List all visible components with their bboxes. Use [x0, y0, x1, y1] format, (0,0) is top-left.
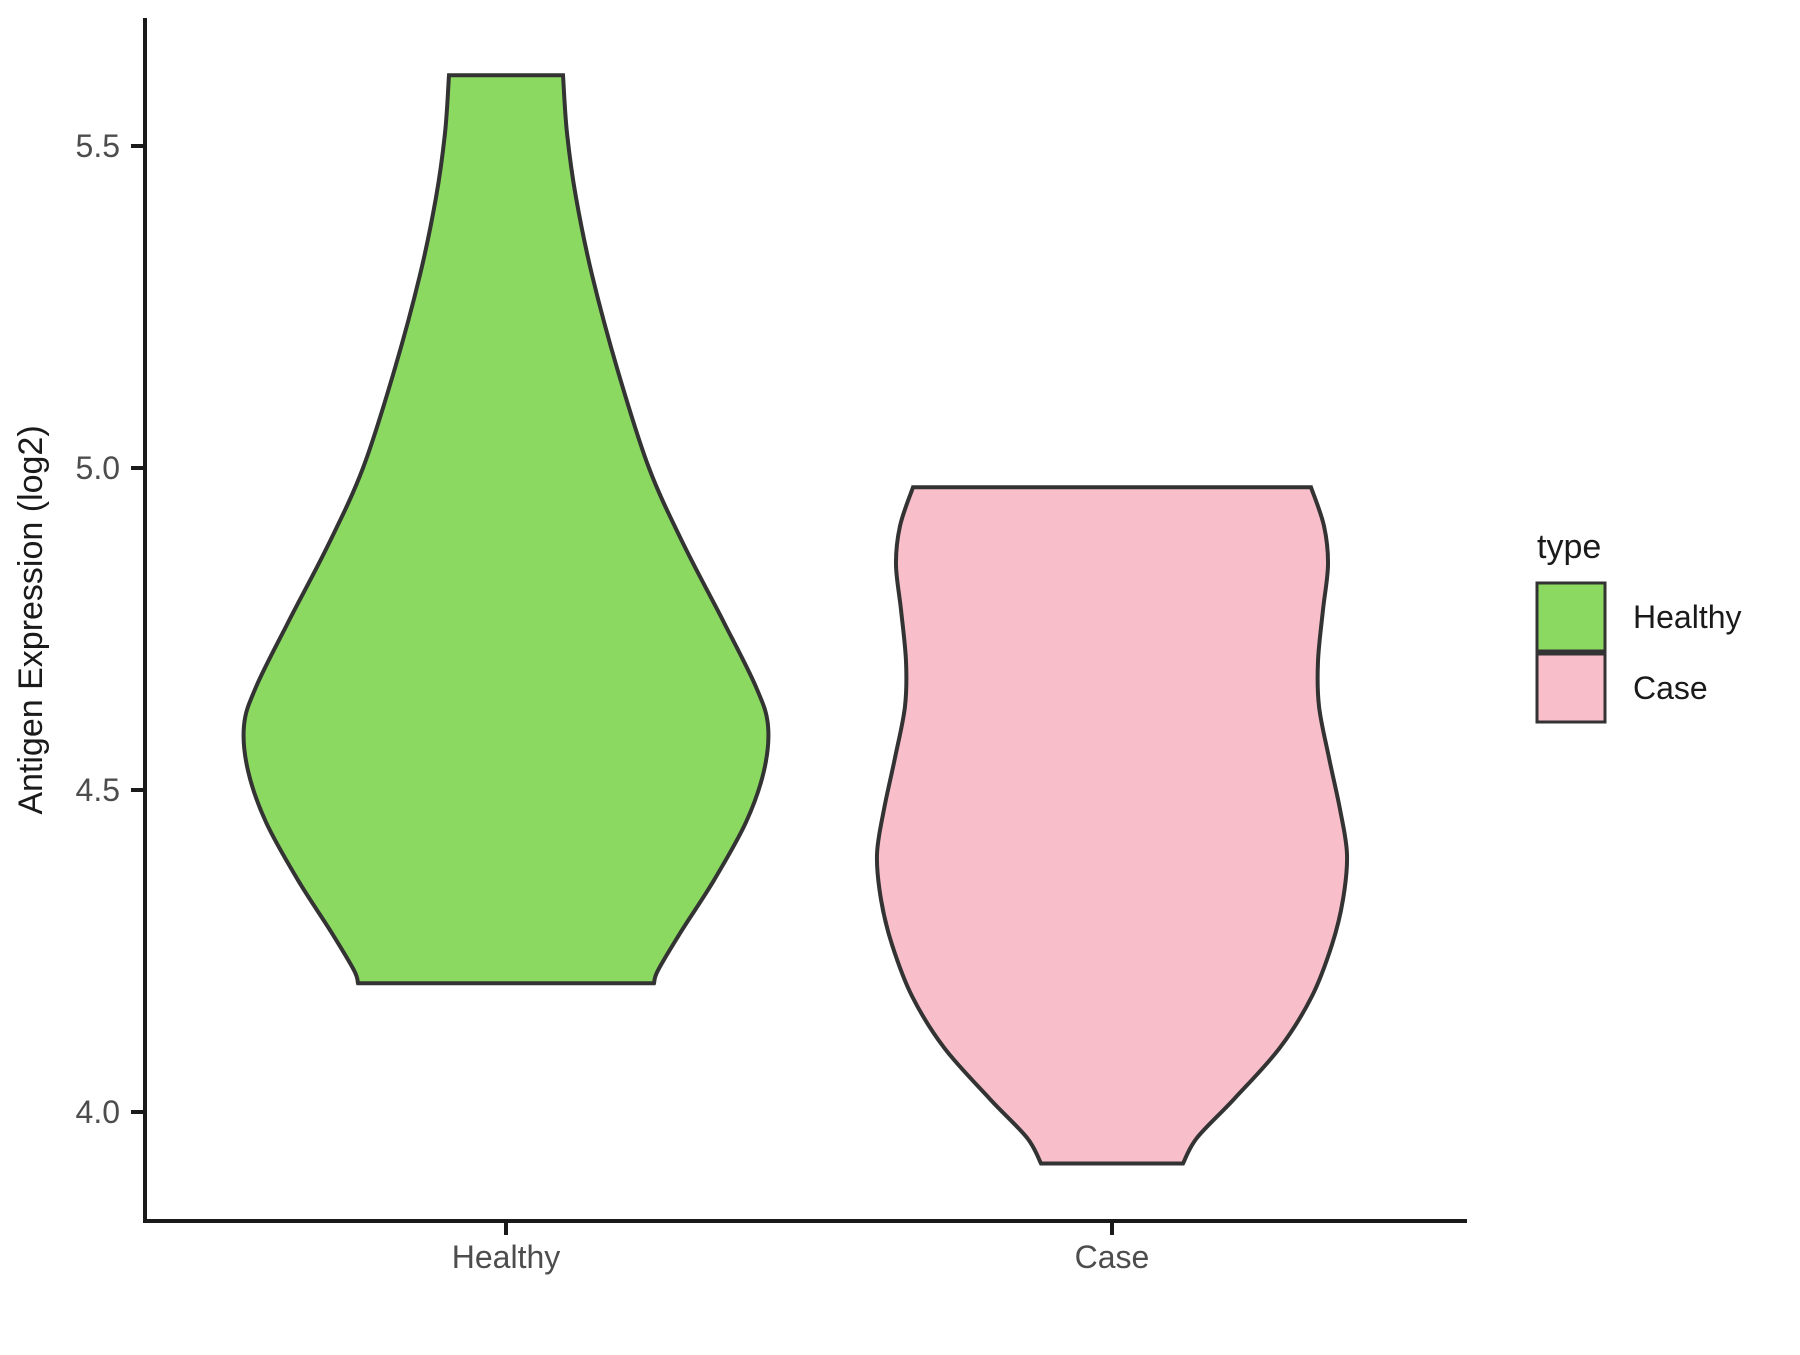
- violin-healthy: [241, 73, 771, 986]
- y-axis-title: Antigen Expression (log2): [12, 425, 50, 814]
- legend-label-healthy: Healthy: [1633, 599, 1742, 635]
- legend-key-healthy: [1535, 581, 1607, 653]
- x-tick-label-case: Case: [1075, 1239, 1150, 1275]
- violin-case: [874, 485, 1350, 1166]
- y-tick-label: 4.5: [76, 772, 120, 808]
- legend-title: type: [1537, 528, 1601, 566]
- y-tick-label: 5.0: [76, 450, 120, 486]
- legend-key-case: [1535, 652, 1607, 724]
- legend-label-case: Case: [1633, 670, 1708, 706]
- legend: type Healthy Case: [1535, 528, 1742, 724]
- y-tick-label: 5.5: [76, 128, 120, 164]
- x-tick-label-healthy: Healthy: [452, 1239, 561, 1275]
- y-tick-label: 4.0: [76, 1094, 120, 1130]
